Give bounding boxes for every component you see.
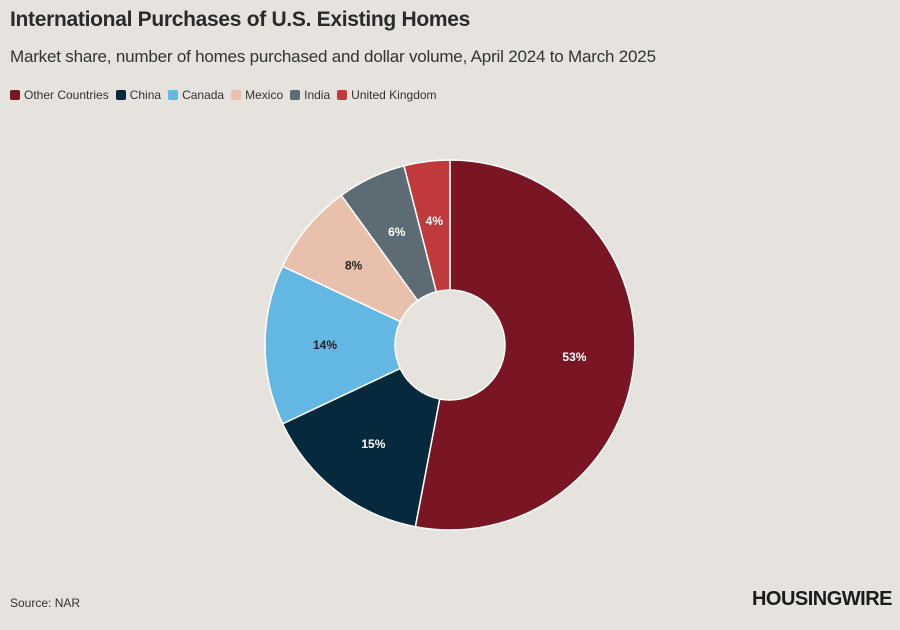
legend: Other Countries China Canada Mexico India Uni… [10,88,444,102]
legend-swatch [290,90,301,100]
slice-other-countries [414,159,636,531]
slice-label: 4% [426,214,444,228]
chart-title: International Purchases of U.S. Existing… [10,8,470,31]
slice-label: 6% [388,225,406,239]
legend-label: China [129,88,162,102]
slice-label: 8% [345,258,363,272]
legend-label: Canada [182,88,225,102]
legend-label: Mexico [245,88,284,102]
slice-label: 53% [562,350,586,364]
slice-united-kingdom [403,159,451,293]
legend-label: United Kingdom [351,88,437,102]
legend-swatch [337,90,348,100]
slice-label: 14% [313,338,337,352]
legend-item: China [115,88,162,102]
slice-china [281,367,441,528]
legend-swatch [10,90,20,100]
legend-item: Mexico [231,88,283,102]
chart-subtitle: Market share, number of homes purchased … [10,47,656,66]
legend-item: India [290,88,330,102]
legend-swatch [168,90,179,100]
housingwire-logo: HOUSINGWIRE [751,588,893,610]
legend-label: India [304,88,331,102]
source-note: Source: NAR [10,596,81,610]
legend-item: Canada [168,88,224,102]
legend-swatch [115,90,126,100]
legend-label: Other Countries [24,88,109,102]
slice-label: 15% [361,437,385,451]
legend-swatch [231,90,242,100]
legend-item: Other Countries [10,88,109,102]
slice-canada [264,265,402,425]
legend-item: United Kingdom [337,88,437,102]
